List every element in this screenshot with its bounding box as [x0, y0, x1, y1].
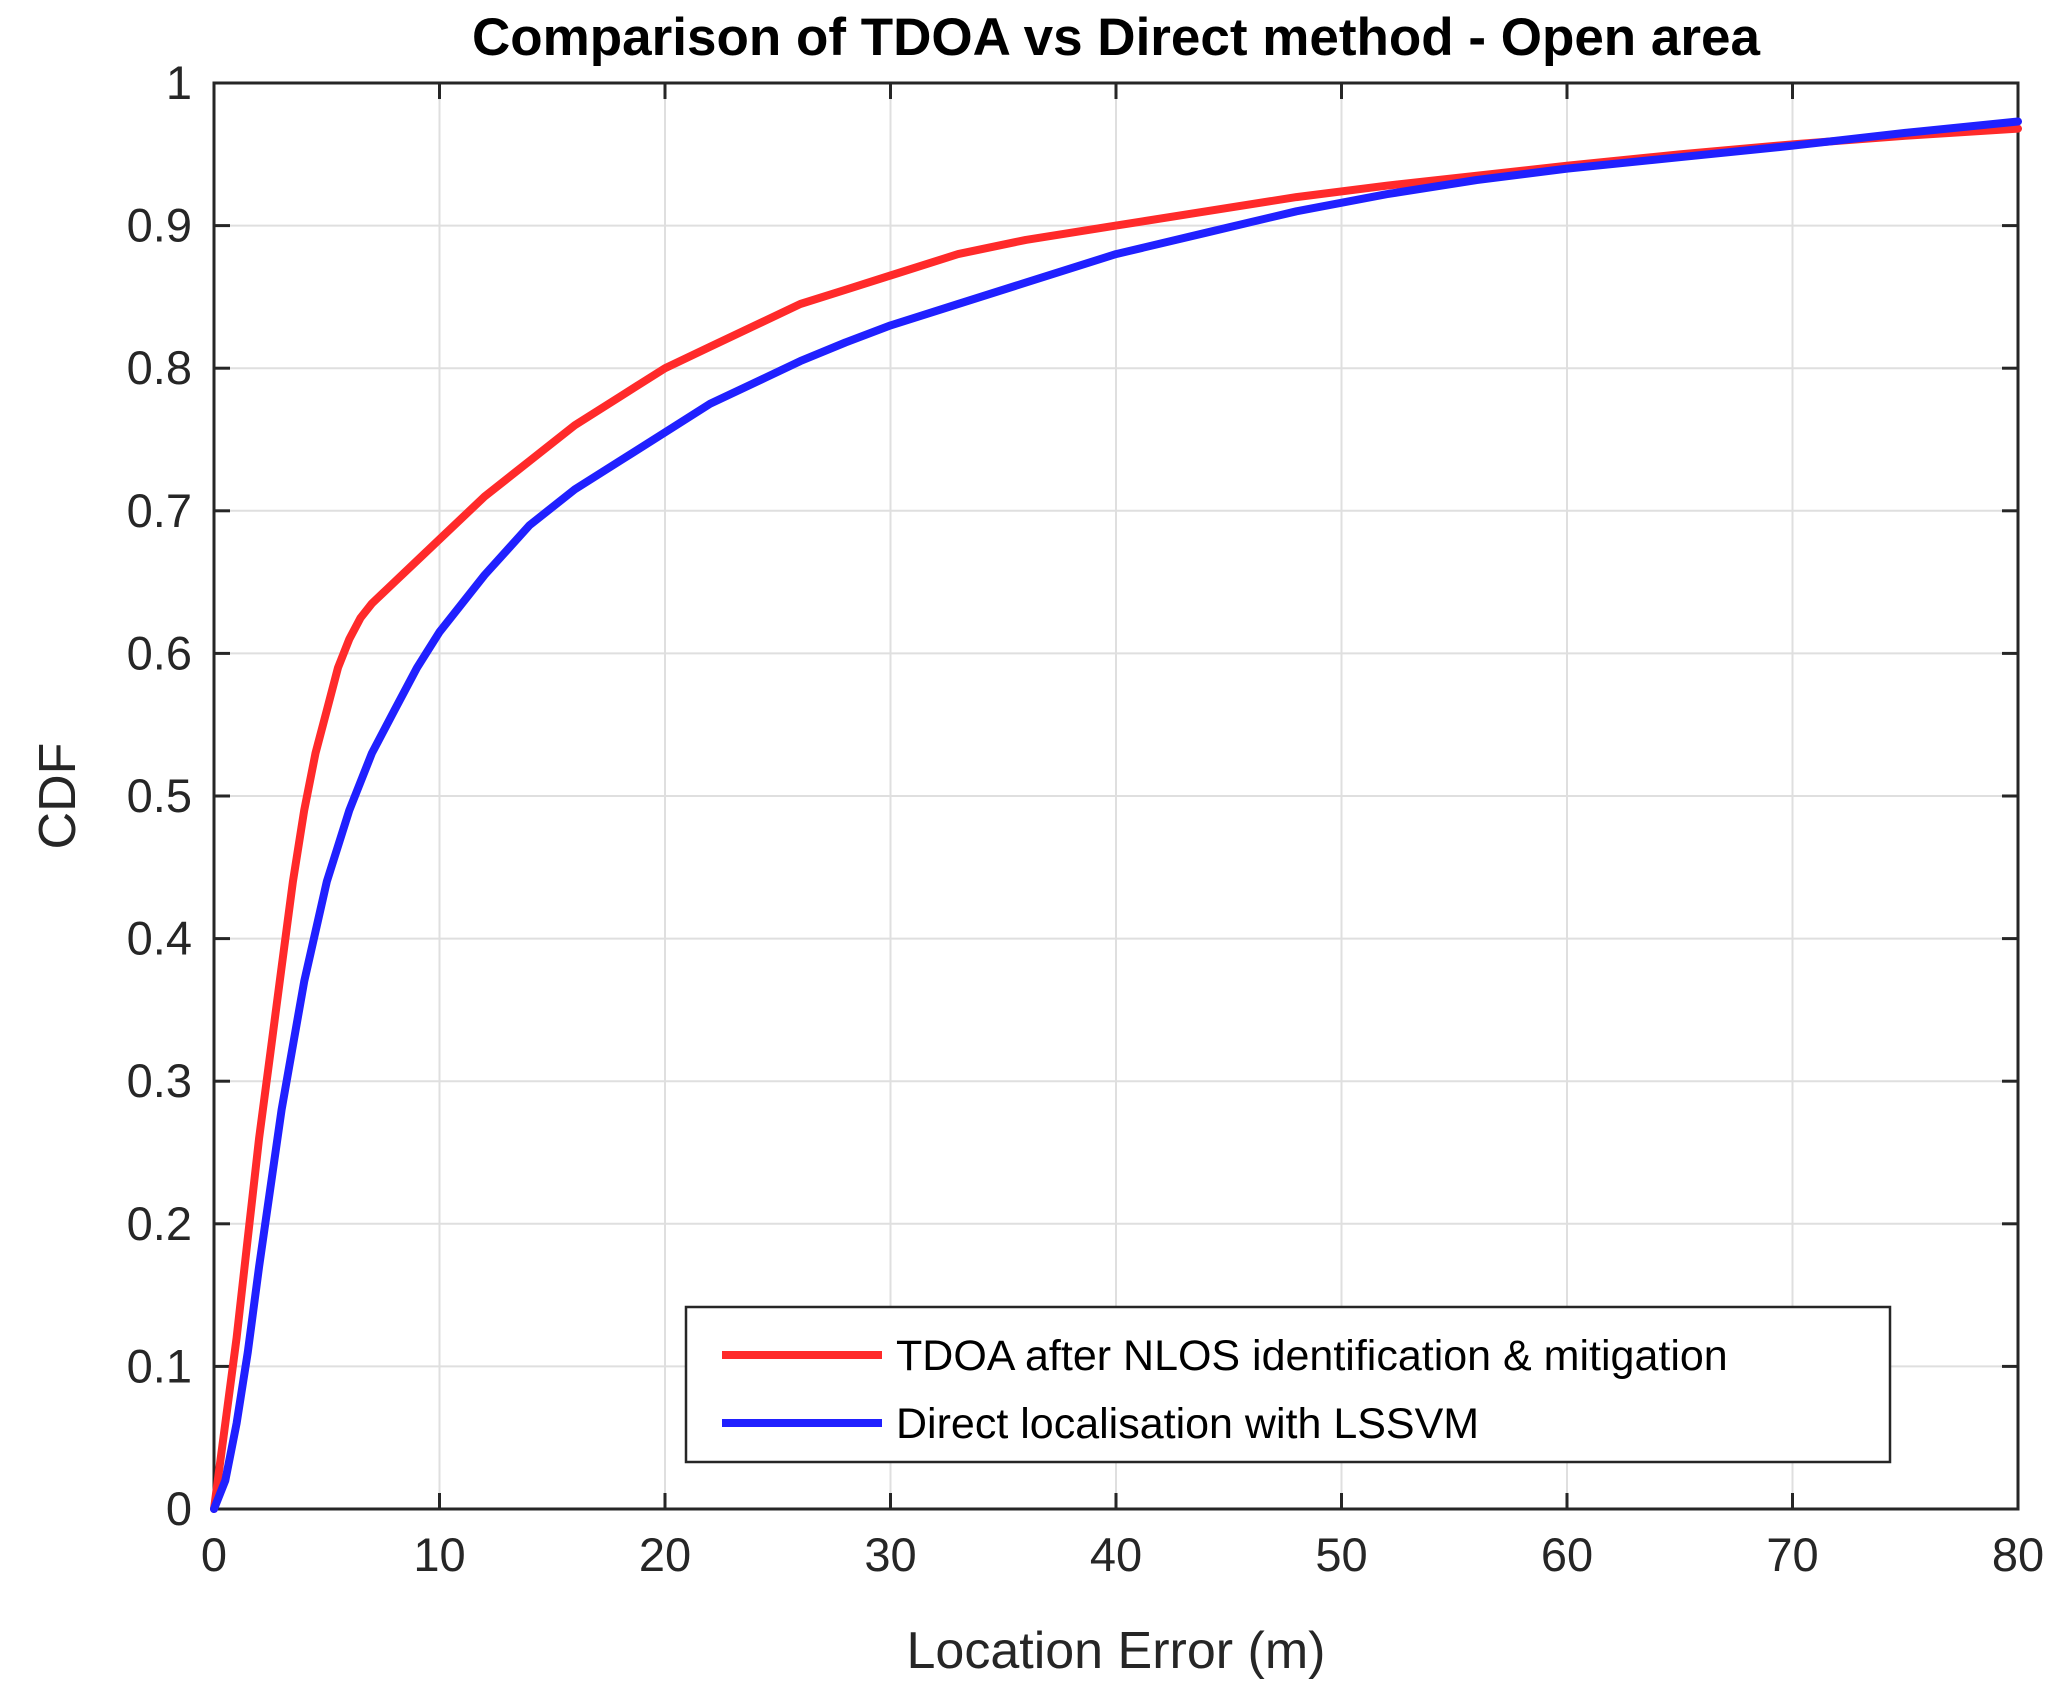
x-tick-label: 0: [201, 1528, 227, 1581]
y-axis-title: CDF: [29, 743, 87, 850]
x-tick-label: 80: [1992, 1528, 2044, 1581]
y-tick-label: 0.7: [127, 484, 192, 537]
legend-box: [684, 1305, 1892, 1464]
legend-label-1: TDOA after NLOS identification & mitigat…: [896, 1332, 1728, 1380]
y-tick-label: 0.5: [127, 769, 192, 822]
x-tick-label: 30: [864, 1528, 916, 1581]
x-tick-label: 10: [413, 1528, 465, 1581]
y-tick-label: 0.2: [127, 1197, 192, 1250]
axes: 0 10 20 30 40 50 60 70 80 0 0.1 0.2 0.3 0.4 0.5 0.6 0.7 0…: [127, 56, 2044, 1581]
x-axis-title: Location Error (m): [907, 1622, 1326, 1680]
x-tick-label: 40: [1090, 1528, 1142, 1581]
x-tick-label: 70: [1766, 1528, 1818, 1581]
legend: TDOA after NLOS identification & mitigat…: [684, 1305, 1892, 1464]
y-tick-label: 0: [166, 1482, 192, 1535]
y-tick-label: 0.3: [127, 1054, 192, 1107]
chart-title: Comparison of TDOA vs Direct method - Op…: [472, 8, 1760, 67]
axis-labels: Comparison of TDOA vs Direct method - Op…: [29, 8, 1760, 1680]
legend-label-2: Direct localisation with LSSVM: [896, 1400, 1479, 1448]
y-tick-label: 0.4: [127, 912, 192, 965]
y-tick-label: 0.6: [127, 626, 192, 679]
x-tick-label: 20: [639, 1528, 691, 1581]
x-tick-label: 60: [1541, 1528, 1593, 1581]
x-tick-label: 50: [1315, 1528, 1367, 1581]
series-lines: [210, 117, 2022, 1513]
series-line-2: [210, 117, 2022, 1513]
y-tick-label: 1: [166, 56, 192, 109]
y-tick-label: 0.8: [127, 341, 192, 394]
y-tick-label: 0.1: [127, 1339, 192, 1392]
series-line-1: [210, 124, 2022, 1513]
y-tick-label: 0.9: [127, 199, 192, 252]
